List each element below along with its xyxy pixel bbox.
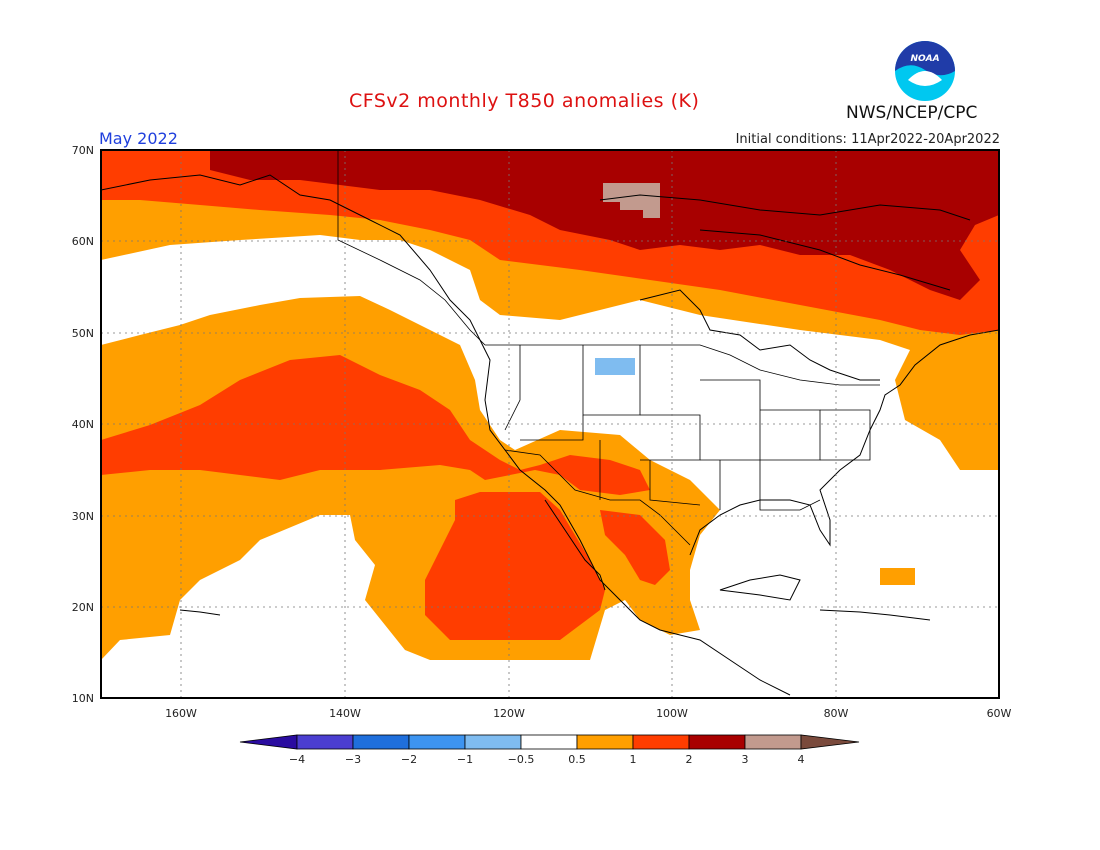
initial-conditions: Initial conditions: 11Apr2022-20Apr2022	[735, 132, 1000, 147]
colorbar-tick-label: 2	[686, 753, 693, 766]
colorbar: −4 −3 −2 −1 −0.5 0.5 1 2 3 4	[239, 734, 860, 766]
lat-tick-label: 20N	[72, 601, 94, 614]
political-boundaries	[337, 150, 880, 546]
graticule	[101, 150, 999, 698]
noaa-logo	[894, 40, 956, 102]
anomaly-region-orange	[880, 568, 915, 585]
colorbar-segment	[352, 734, 410, 750]
colorbar-tick-label: −3	[345, 753, 361, 766]
lat-tick-label: 30N	[72, 510, 94, 523]
colorbar-segment	[239, 734, 298, 750]
colorbar-tick-label: 1	[630, 753, 637, 766]
colorbar-tick-label: −0.5	[508, 753, 535, 766]
colorbar-segment	[296, 734, 354, 750]
colorbar-segment	[464, 734, 522, 750]
lat-tick-label: 10N	[72, 692, 94, 705]
colorbar-tick-label: 4	[798, 753, 805, 766]
anomaly-region-lightblue	[595, 358, 635, 375]
colorbar-tick-label: −1	[457, 753, 473, 766]
colorbar-tick-label: −2	[401, 753, 417, 766]
colorbar-segment	[520, 734, 578, 750]
colorbar-segment	[800, 734, 860, 750]
colorbar-segment	[688, 734, 746, 750]
anomaly-region-brown	[603, 183, 660, 218]
lon-tick-label: 120W	[493, 707, 525, 720]
coastlines	[101, 174, 999, 696]
lat-tick-label: 70N	[72, 144, 94, 157]
lon-tick-label: 160W	[165, 707, 197, 720]
colorbar-tick-label: 0.5	[568, 753, 586, 766]
colorbar-segment	[408, 734, 466, 750]
colorbar-segment	[744, 734, 802, 750]
colorbar-segment	[576, 734, 634, 750]
lat-tick-label: 50N	[72, 327, 94, 340]
latitude-axis: 70N 60N 50N 40N 30N 20N 10N	[72, 144, 94, 705]
anomaly-region-red	[101, 355, 650, 495]
colorbar-tick-label: 3	[742, 753, 749, 766]
anomaly-region-red	[425, 492, 605, 640]
colorbar-segment	[632, 734, 690, 750]
map-title: CFSv2 monthly T850 anomalies (K)	[349, 90, 700, 112]
lat-tick-label: 40N	[72, 418, 94, 431]
anomaly-region-red	[600, 510, 670, 585]
colorbar-tick-label: −4	[289, 753, 305, 766]
lon-tick-label: 80W	[824, 707, 849, 720]
lon-tick-label: 60W	[987, 707, 1012, 720]
anomaly-region-darkred	[210, 150, 999, 300]
lon-tick-label: 100W	[656, 707, 688, 720]
lon-tick-label: 140W	[329, 707, 361, 720]
organization-label: NWS/NCEP/CPC	[846, 103, 978, 123]
lat-tick-label: 60N	[72, 235, 94, 248]
anomaly-fields	[101, 150, 999, 698]
map-frame	[100, 149, 1000, 699]
longitude-axis: 160W 140W 120W 100W 80W 60W	[165, 707, 1011, 720]
forecast-month: May 2022	[99, 129, 178, 148]
